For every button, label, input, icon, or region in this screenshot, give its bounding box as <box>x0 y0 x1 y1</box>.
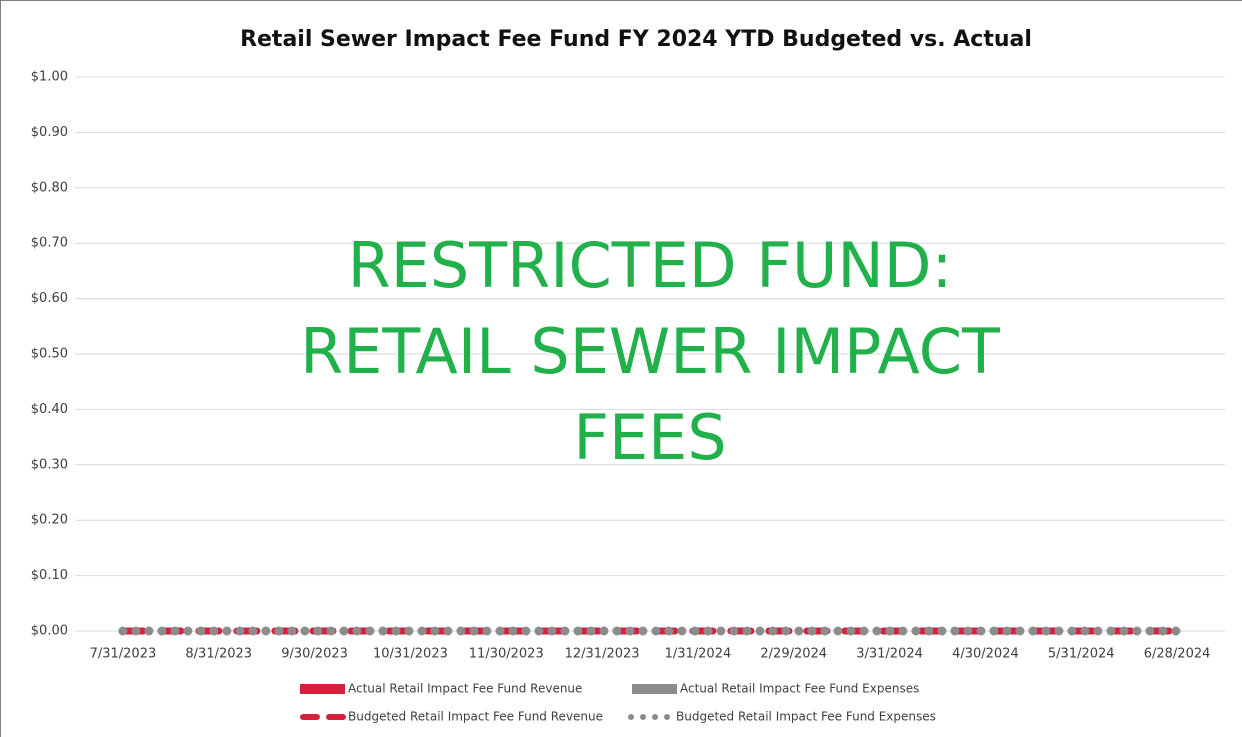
legend-label: Budgeted Retail Impact Fee Fund Revenue <box>348 710 603 724</box>
x-tick-label: 7/31/2023 <box>90 647 157 662</box>
x-tick-label: 11/30/2023 <box>469 647 544 662</box>
x-tick-label: 5/31/2024 <box>1048 647 1115 662</box>
x-tick-label: 6/28/2024 <box>1144 647 1211 662</box>
y-tick-label: $0.50 <box>31 347 68 362</box>
y-tick-label: $0.80 <box>31 180 68 195</box>
annotation: RESTRICTED FUND: <box>348 229 953 302</box>
y-tick-label: $0.60 <box>31 291 68 306</box>
y-tick-label: $0.10 <box>31 568 68 583</box>
y-tick-label: $0.70 <box>31 236 68 251</box>
chart-title: Retail Sewer Impact Fee Fund FY 2024 YTD… <box>240 27 1032 52</box>
y-tick-label: $0.00 <box>31 624 68 639</box>
legend-label: Actual Retail Impact Fee Fund Expenses <box>680 682 919 696</box>
x-tick-label: 4/30/2024 <box>952 647 1019 662</box>
legend-swatch <box>300 684 345 694</box>
legend-label: Budgeted Retail Impact Fee Fund Expenses <box>676 710 936 724</box>
x-tick-label: 1/31/2024 <box>665 647 732 662</box>
y-tick-label: $0.30 <box>31 457 68 472</box>
y-tick-label: $0.20 <box>31 513 68 528</box>
y-tick-label: $0.40 <box>31 402 68 417</box>
x-tick-label: 3/31/2024 <box>856 647 923 662</box>
x-tick-label: 12/31/2023 <box>565 647 640 662</box>
y-tick-label: $1.00 <box>31 70 68 85</box>
x-tick-label: 10/31/2023 <box>373 647 448 662</box>
x-tick-label: 8/31/2023 <box>185 647 252 662</box>
x-tick-label: 2/29/2024 <box>760 647 827 662</box>
annotation: FEES <box>573 401 726 474</box>
legend-swatch <box>632 684 677 694</box>
y-tick-label: $0.90 <box>31 125 68 140</box>
x-tick-label: 9/30/2023 <box>281 647 348 662</box>
annotation: RETAIL SEWER IMPACT <box>300 315 1001 388</box>
legend-label: Actual Retail Impact Fee Fund Revenue <box>348 682 582 696</box>
